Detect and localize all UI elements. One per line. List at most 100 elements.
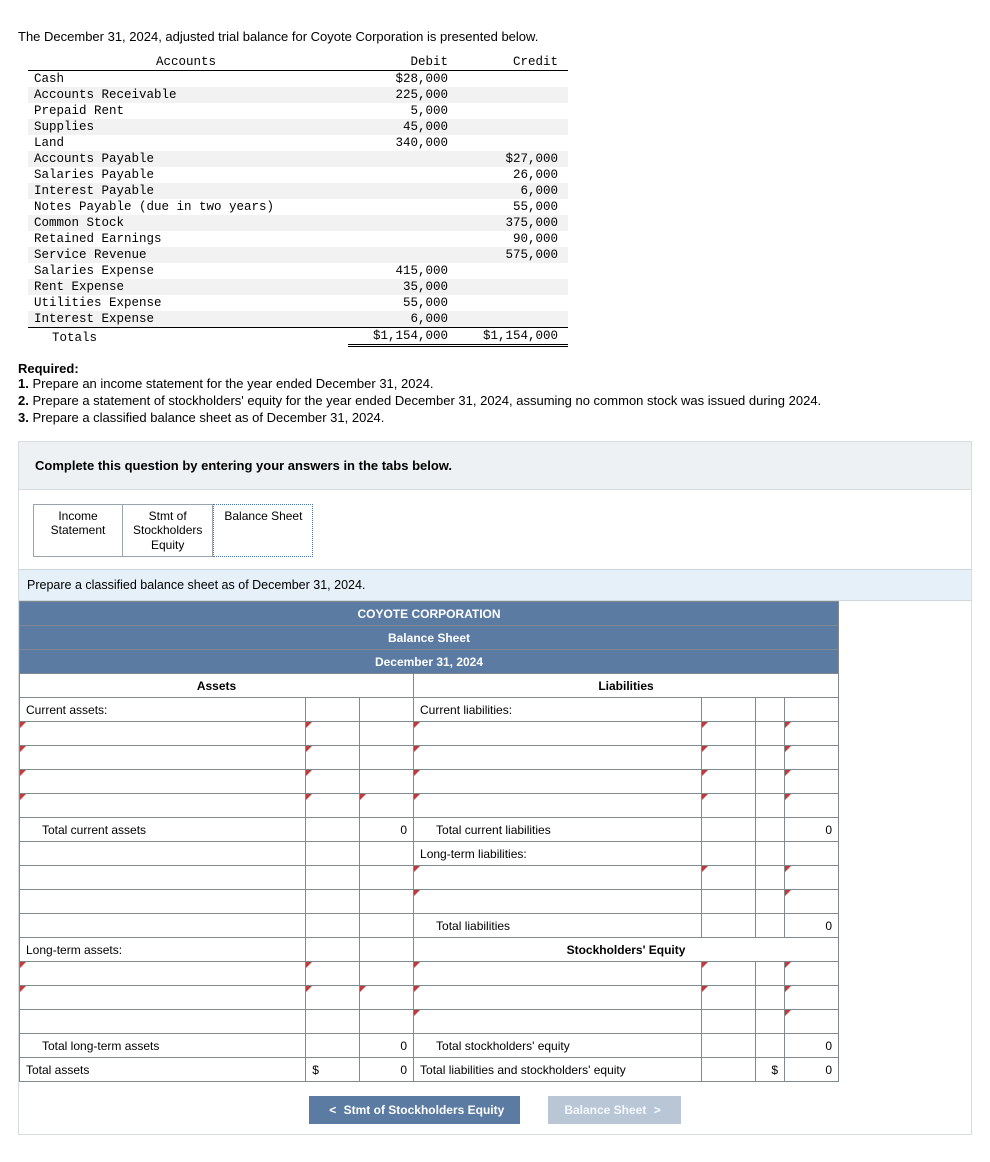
tb-row: Notes Payable (due in two years)55,000: [28, 199, 568, 215]
lt-asset-total-input[interactable]: [360, 986, 414, 1010]
required-item-1: 1. 1. Prepare an income statement for th…: [18, 376, 972, 391]
liab-total-input[interactable]: [785, 794, 839, 818]
bs-total-liab-se-dollar: $: [755, 1058, 784, 1082]
chevron-left-icon: <: [325, 1103, 340, 1117]
answer-area: Complete this question by entering your …: [18, 441, 972, 1135]
asset-amount-input[interactable]: [306, 746, 360, 770]
asset-amount-input[interactable]: [306, 722, 360, 746]
bs-total-lt-assets-val: 0: [360, 1034, 414, 1058]
lt-asset-line-input[interactable]: [20, 986, 306, 1010]
tb-row: Cash$28,000: [28, 71, 568, 88]
tb-row: Common Stock375,000: [28, 215, 568, 231]
tb-row: Interest Expense6,000: [28, 311, 568, 328]
required-item-3: 3. Prepare a classified balance sheet as…: [18, 410, 972, 425]
tb-col-debit: Debit: [348, 54, 458, 71]
liab-amount-input[interactable]: [702, 770, 755, 794]
tb-row: Land340,000: [28, 135, 568, 151]
asset-line-input[interactable]: [20, 794, 306, 818]
liab-line-input[interactable]: [414, 794, 702, 818]
se-total-input[interactable]: [785, 962, 839, 986]
liab-amount-input[interactable]: [702, 746, 755, 770]
tb-col-accounts: Accounts: [28, 54, 348, 71]
bs-total-assets-dollar: $: [306, 1058, 360, 1082]
bs-total-liab-se-val: 0: [785, 1058, 839, 1082]
bs-date: December 31, 2024: [20, 650, 839, 674]
required-item-2: 2. Prepare a statement of stockholders' …: [18, 393, 972, 408]
se-amount-input[interactable]: [702, 962, 755, 986]
tab-balance-sheet[interactable]: Balance Sheet: [213, 504, 313, 557]
asset-line-input[interactable]: [20, 770, 306, 794]
tb-row: Supplies45,000: [28, 119, 568, 135]
chevron-right-icon: >: [650, 1103, 665, 1117]
bs-current-liabilities-label: Current liabilities:: [414, 698, 702, 722]
bs-total-assets-val: 0: [360, 1058, 414, 1082]
tb-row: Salaries Payable26,000: [28, 167, 568, 183]
se-amount-input[interactable]: [702, 986, 755, 1010]
lt-asset-line-input[interactable]: [20, 962, 306, 986]
bs-long-term-assets-label: Long-term assets:: [20, 938, 306, 962]
liab-total-input[interactable]: [785, 746, 839, 770]
tb-row: Retained Earnings90,000: [28, 231, 568, 247]
trial-balance-table: Accounts Debit Credit Cash$28,000Account…: [28, 54, 568, 347]
bs-total-current-liab-val: 0: [785, 818, 839, 842]
tb-row: Utilities Expense55,000: [28, 295, 568, 311]
bs-total-se-label: Total stockholders' equity: [414, 1034, 702, 1058]
liab-total-input[interactable]: [785, 770, 839, 794]
tab-instruction: Prepare a classified balance sheet as of…: [19, 569, 971, 601]
tab-income-statement[interactable]: IncomeStatement: [33, 504, 123, 557]
required-heading: Required:: [18, 361, 79, 376]
bs-total-lt-assets-label: Total long-term assets: [20, 1034, 306, 1058]
tb-row: Interest Payable6,000: [28, 183, 568, 199]
prev-tab-button[interactable]: < Stmt of Stockholders Equity: [309, 1096, 520, 1124]
bs-total-assets-label: Total assets: [20, 1058, 306, 1082]
tab-stockholders-equity[interactable]: Stmt ofStockholdersEquity: [123, 504, 213, 557]
bs-total-liab-val: 0: [785, 914, 839, 938]
bs-total-se-val: 0: [785, 1034, 839, 1058]
se-total-input[interactable]: [785, 986, 839, 1010]
tb-row: Salaries Expense415,000: [28, 263, 568, 279]
liab-line-input[interactable]: [414, 746, 702, 770]
liab-total-input[interactable]: [785, 722, 839, 746]
bs-liabilities-header: Liabilities: [414, 674, 839, 698]
liab-amount-input[interactable]: [702, 722, 755, 746]
tb-row: Rent Expense35,000: [28, 279, 568, 295]
answer-banner: Complete this question by entering your …: [19, 442, 971, 490]
tb-col-credit: Credit: [458, 54, 568, 71]
liab-line-input[interactable]: [414, 770, 702, 794]
lt-liab-line-input[interactable]: [414, 866, 702, 890]
asset-amount-input[interactable]: [306, 794, 360, 818]
asset-amount-input[interactable]: [306, 770, 360, 794]
liab-amount-input[interactable]: [702, 794, 755, 818]
tb-row: Accounts Receivable225,000: [28, 87, 568, 103]
tb-totals-debit: $1,154,000: [348, 328, 458, 346]
lt-liab-total-input[interactable]: [785, 890, 839, 914]
bs-total-current-assets-label: Total current assets: [20, 818, 306, 842]
liab-line-input[interactable]: [414, 722, 702, 746]
bs-assets-header: Assets: [20, 674, 414, 698]
lt-liab-total-input[interactable]: [785, 866, 839, 890]
lt-liab-line-input[interactable]: [414, 890, 702, 914]
tb-totals-label: Totals: [28, 328, 348, 346]
bs-stockholders-equity-header: Stockholders' Equity: [414, 938, 839, 962]
asset-line-input[interactable]: [20, 746, 306, 770]
bs-total-current-assets-val: 0: [360, 818, 414, 842]
se-total-input[interactable]: [785, 1010, 839, 1034]
se-line-input[interactable]: [414, 986, 702, 1010]
lt-asset-amount-input[interactable]: [306, 962, 360, 986]
tb-totals-credit: $1,154,000: [458, 328, 568, 346]
bs-current-assets-label: Current assets:: [20, 698, 306, 722]
lt-asset-amount-input[interactable]: [306, 986, 360, 1010]
asset-total-input[interactable]: [360, 794, 414, 818]
asset-line-input[interactable]: [20, 722, 306, 746]
next-tab-button[interactable]: Balance Sheet >: [548, 1096, 680, 1124]
required-block: Required: 1. 1. Prepare an income statem…: [18, 361, 972, 425]
tabs: IncomeStatement Stmt ofStockholdersEquit…: [19, 490, 971, 557]
bs-title: COYOTE CORPORATION: [20, 602, 839, 626]
tb-row: Prepaid Rent5,000: [28, 103, 568, 119]
se-line-input[interactable]: [414, 1010, 702, 1034]
intro-text: The December 31, 2024, adjusted trial ba…: [18, 29, 972, 44]
se-line-input[interactable]: [414, 962, 702, 986]
bs-total-liab-se-label: Total liabilities and stockholders' equi…: [414, 1058, 702, 1082]
nav-buttons: < Stmt of Stockholders Equity Balance Sh…: [19, 1082, 971, 1134]
lt-liab-amount-input[interactable]: [702, 866, 755, 890]
